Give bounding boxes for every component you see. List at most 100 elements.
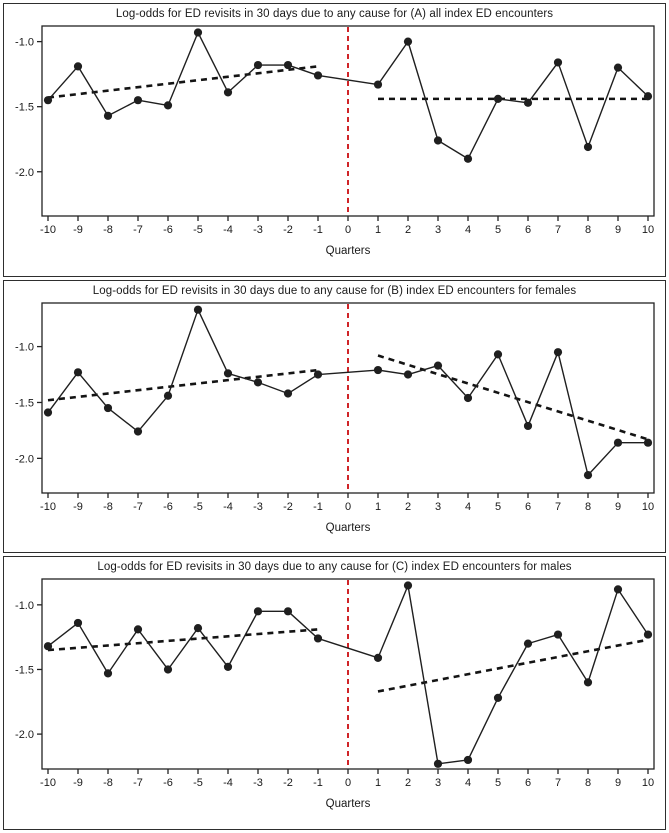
data-point — [523, 421, 533, 430]
data-point — [313, 71, 323, 80]
x-axis-tick-label: -3 — [253, 777, 263, 789]
panel-a: Log-odds for ED revisits in 30 days due … — [3, 3, 666, 277]
x-axis-tick-label: -4 — [223, 224, 233, 236]
x-axis-tick-label: -5 — [193, 501, 203, 513]
x-axis-tick-label: 5 — [495, 777, 501, 789]
data-point — [553, 630, 563, 640]
data-point — [133, 427, 143, 436]
data-point — [103, 111, 113, 120]
data-point — [523, 639, 533, 649]
data-point — [643, 438, 653, 447]
x-axis-tick-label: 4 — [465, 777, 471, 789]
data-point — [613, 438, 623, 447]
x-axis-tick-label: 8 — [585, 501, 591, 513]
x-axis-tick-label: 6 — [525, 501, 531, 513]
x-axis-tick-label: -6 — [163, 501, 173, 513]
chart-title-b: Log-odds for ED revisits in 30 days due … — [92, 284, 577, 297]
x-axis-tick-label: 10 — [642, 501, 654, 513]
chart-plot-b: -1.0-1.5-2.0-10 -9 -8 -7 -6 -5 -4 -3 -2 -1 0 1 2 3 4 5 6… — [15, 302, 655, 534]
data-point — [403, 581, 413, 590]
x-axis-tick-label: -10 — [40, 501, 56, 513]
x-axis-tick-label: -8 — [103, 777, 113, 789]
data-point — [223, 368, 233, 378]
data-point — [433, 760, 443, 769]
x-axis-tick-label: -9 — [73, 777, 83, 789]
x-axis-tick-label: 9 — [615, 501, 621, 513]
x-axis-tick-label: 9 — [615, 224, 621, 236]
data-point — [493, 694, 503, 703]
x-axis-tick-label: 5 — [495, 224, 501, 236]
data-point — [493, 94, 503, 103]
data-point — [643, 92, 653, 101]
data-point — [253, 377, 263, 387]
x-axis-tick-label: 3 — [435, 501, 441, 513]
x-axis-tick-label: 7 — [555, 501, 561, 513]
x-axis-tick-label: -9 — [73, 224, 83, 236]
data-point — [43, 408, 53, 417]
x-axis-tick-label: -1 — [313, 777, 323, 789]
x-axis-tick-label: 8 — [585, 777, 591, 789]
data-point — [283, 389, 293, 398]
data-point — [463, 154, 473, 163]
chart-title-c: Log-odds for ED revisits in 30 days due … — [97, 561, 572, 574]
data-point — [463, 393, 473, 402]
post-intervention-trend-line — [377, 638, 649, 694]
data-point — [553, 58, 563, 67]
x-axis-tick-label: 0 — [345, 224, 351, 236]
x-axis-tick-label: 1 — [375, 501, 381, 513]
data-point — [103, 403, 113, 412]
panel-c: Log-odds for ED revisits in 30 days due … — [3, 556, 666, 831]
x-axis-title: Quarters — [326, 522, 371, 534]
data-point — [163, 391, 173, 400]
data-point — [223, 88, 233, 97]
data-point — [73, 619, 83, 628]
data-point — [613, 585, 623, 594]
x-axis-tick-label: 0 — [345, 501, 351, 513]
data-point — [613, 63, 623, 72]
x-axis-tick-label: 6 — [525, 777, 531, 789]
data-point — [373, 80, 383, 89]
data-point — [73, 367, 83, 377]
x-axis-tick-label: -3 — [253, 224, 263, 236]
x-axis-tick-label: 1 — [375, 777, 381, 789]
data-point — [583, 470, 593, 479]
data-point — [283, 607, 293, 616]
data-point — [193, 305, 203, 314]
x-axis-tick-label: 5 — [495, 501, 501, 513]
data-point — [433, 361, 443, 370]
x-axis-tick-label: 2 — [405, 501, 411, 513]
x-axis-tick-label: -1 — [313, 224, 323, 236]
data-point — [193, 624, 203, 633]
pre-intervention-trend-line — [47, 368, 319, 402]
x-axis-tick-label: -4 — [223, 501, 233, 513]
series-line — [47, 31, 649, 160]
x-axis-tick-label: 10 — [642, 224, 654, 236]
x-axis-title: Quarters — [326, 245, 371, 257]
data-point — [163, 101, 173, 110]
x-axis-tick-label: -6 — [163, 224, 173, 236]
x-axis-tick-label: 10 — [642, 777, 654, 789]
x-axis-tick-label: 6 — [525, 224, 531, 236]
data-point — [283, 60, 293, 70]
pre-intervention-trend-line — [47, 628, 319, 652]
data-point — [163, 665, 173, 674]
panel-b: Log-odds for ED revisits in 30 days due … — [3, 279, 666, 554]
x-axis-tick-label: -2 — [283, 224, 293, 236]
series-line — [47, 308, 648, 476]
data-point — [313, 634, 323, 643]
x-axis-tick-label: -9 — [73, 501, 83, 513]
x-axis-tick-label: 8 — [585, 224, 591, 236]
y-axis-tick-label: -2.0 — [15, 729, 34, 741]
y-axis-tick-label: -1.5 — [15, 665, 34, 677]
x-axis-tick-label: 0 — [345, 777, 351, 789]
x-axis-tick-label: -10 — [40, 224, 56, 236]
data-point — [43, 642, 53, 651]
chart-title-a: Log-odds for ED revisits in 30 days due … — [115, 8, 554, 20]
x-axis-tick-label: -10 — [40, 777, 56, 789]
data-point — [583, 678, 593, 687]
x-axis-title: Quarters — [326, 798, 371, 810]
data-point — [493, 349, 503, 359]
data-point — [253, 60, 263, 70]
data-point — [373, 654, 383, 663]
